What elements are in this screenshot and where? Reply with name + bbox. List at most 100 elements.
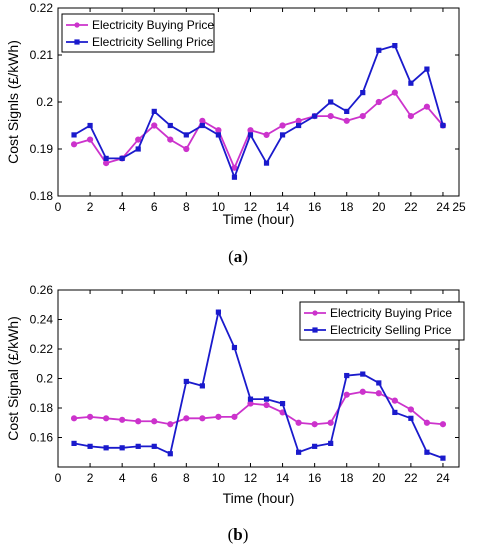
x-tick-label: 4 [119, 471, 126, 485]
data-point [231, 344, 238, 351]
data-point [183, 132, 189, 138]
y-tick-label: 0.2 [36, 95, 53, 109]
x-tick-label: 2 [87, 471, 94, 485]
y-tick-label: 0.22 [30, 1, 54, 15]
data-point [215, 127, 222, 134]
data-point [263, 131, 270, 138]
data-point [135, 443, 141, 449]
data-point [215, 413, 222, 420]
x-tick-label: 18 [340, 471, 354, 485]
data-point [263, 396, 270, 402]
data-point [423, 103, 431, 110]
series-line [73, 44, 444, 180]
x-tick-label: 4 [119, 200, 126, 214]
x-tick-label: 14 [276, 200, 290, 214]
x-tick-label: 10 [212, 471, 226, 485]
data-point [86, 136, 94, 143]
x-tick-label: 18 [340, 200, 354, 214]
data-point [328, 99, 334, 105]
data-point [392, 409, 398, 416]
data-point [328, 440, 334, 446]
y-axis-label: Cost Signls (£/kWh) [5, 40, 21, 164]
data-point [359, 113, 366, 120]
legend-box [299, 301, 465, 341]
data-point [376, 380, 382, 386]
data-point [135, 136, 142, 143]
data-point [327, 113, 334, 120]
legend-entry-label: Electricity Buying Price [92, 18, 214, 32]
data-point [151, 122, 158, 129]
data-point [296, 122, 302, 129]
y-tick-label: 0.26 [30, 283, 54, 297]
data-point [199, 122, 205, 129]
data-point [103, 160, 110, 167]
x-tick-label: 8 [183, 200, 190, 214]
data-point [231, 164, 238, 171]
x-tick-label: 6 [151, 471, 158, 485]
x-tick-label: 20 [372, 200, 386, 214]
x-tick-label: 0 [55, 471, 62, 485]
data-point [391, 397, 398, 404]
x-tick-label: 2 [87, 200, 94, 214]
y-tick-label: 0.18 [30, 189, 54, 203]
x-tick-label: 14 [276, 471, 290, 485]
x-tick-label: 22 [404, 200, 418, 214]
y-tick-label: 0.21 [30, 48, 54, 62]
y-tick-label: 0.18 [30, 401, 54, 415]
x-tick-label: 16 [308, 471, 322, 485]
data-point [86, 413, 94, 420]
legend-entry-label: Electricity Buying Price [330, 306, 452, 320]
data-point [215, 132, 221, 138]
data-point [423, 419, 431, 426]
legend: Electricity Buying Price Electricity Sell… [299, 301, 465, 341]
x-tick-label: 10 [212, 200, 226, 214]
legend-box [61, 13, 215, 53]
data-point [167, 122, 173, 129]
data-point [231, 413, 238, 420]
series-selling [71, 309, 446, 461]
data-point [375, 390, 382, 397]
legend-marker [312, 327, 318, 333]
data-point [151, 108, 157, 114]
data-point [408, 415, 414, 421]
data-point [408, 80, 414, 86]
y-tick-label: 0.16 [30, 431, 54, 445]
chart-a: 0 2 4 6 8 10 12 14 16 18 20 22 24 250.180.190.20.210.… [5, 1, 466, 266]
data-point [103, 415, 110, 422]
data-point [375, 98, 382, 106]
x-tick-label: 8 [183, 471, 190, 485]
data-point [343, 391, 350, 398]
data-point [247, 132, 254, 138]
x-tick-label: 12 [244, 200, 258, 214]
data-point [344, 372, 350, 379]
data-point [376, 47, 382, 53]
data-point [231, 174, 238, 180]
data-point [424, 449, 430, 455]
data-point [71, 440, 77, 446]
data-point [360, 371, 366, 377]
data-point [103, 445, 109, 451]
x-tick-label: 6 [151, 200, 158, 214]
data-point [119, 445, 125, 451]
data-point [151, 418, 158, 425]
data-point [103, 155, 109, 161]
data-point [167, 136, 174, 143]
data-point [344, 108, 350, 114]
data-point [343, 117, 350, 124]
data-point [327, 419, 334, 426]
data-point [295, 117, 302, 124]
x-tick-label: 22 [404, 471, 418, 485]
series-selling [71, 43, 446, 180]
data-point [119, 155, 125, 161]
data-point [279, 400, 286, 407]
data-point [247, 400, 254, 407]
data-point [440, 455, 446, 461]
x-tick-label: 24 [436, 471, 450, 485]
series-line [73, 309, 444, 459]
legend-marker [312, 310, 318, 316]
data-point [359, 388, 366, 395]
data-point [199, 415, 206, 422]
data-point [407, 113, 414, 120]
y-tick-label: 0.19 [30, 142, 54, 156]
